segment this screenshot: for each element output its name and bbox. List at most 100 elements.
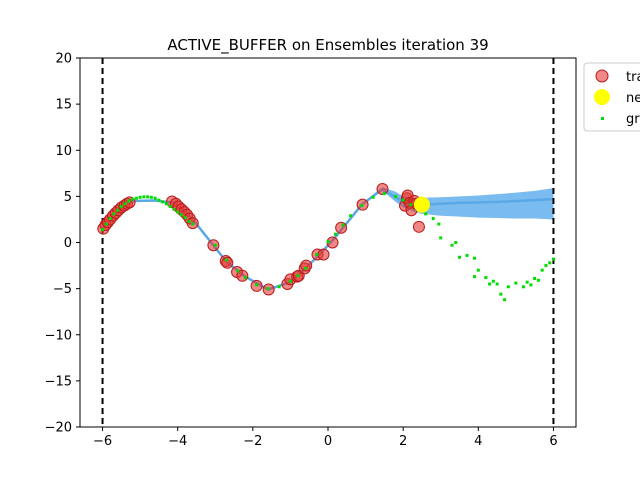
- ground-truth-points: [101, 192, 555, 302]
- x-tick-label: −2: [243, 434, 262, 449]
- y-tick-label: −20: [45, 421, 72, 436]
- legend-train-marker: [595, 69, 609, 83]
- y-tick-label: 10: [55, 144, 72, 159]
- ground-truth-point: [142, 195, 146, 199]
- ground-truth-point: [112, 212, 116, 216]
- ground-truth-point: [149, 195, 153, 199]
- ground-truth-point: [409, 203, 413, 207]
- ground-truth-point: [255, 283, 259, 287]
- ground-truth-point: [168, 205, 172, 209]
- legend-gt-label: gr: [626, 112, 640, 127]
- ground-truth-point: [544, 264, 548, 268]
- boundary-lines: [101, 58, 555, 427]
- ground-truth-point: [277, 285, 281, 289]
- ground-truth-point: [225, 258, 229, 262]
- ground-truth-point: [236, 269, 240, 273]
- new-points: [413, 196, 430, 213]
- ground-truth-point: [187, 219, 191, 223]
- ground-truth-point: [116, 208, 120, 212]
- x-tick-label: −6: [93, 434, 112, 449]
- ground-truth-point: [334, 232, 338, 236]
- x-tick-label: −4: [168, 434, 187, 449]
- y-axis-ticks: −20 −15 −10 −5 0 5 10 15 20: [45, 52, 80, 436]
- ground-truth-point: [382, 192, 386, 196]
- ground-truth-point: [401, 198, 405, 202]
- ground-truth-point: [288, 279, 292, 283]
- ground-truth-point: [533, 276, 537, 280]
- ground-truth-point: [176, 210, 180, 214]
- ground-truth-point: [450, 243, 454, 247]
- ground-truth-point: [437, 222, 441, 226]
- ground-truth-point: [326, 240, 330, 244]
- ground-truth-point: [146, 195, 150, 199]
- ground-truth-point: [127, 199, 131, 203]
- new-point: [413, 196, 430, 213]
- ground-truth-point: [394, 194, 398, 198]
- ground-truth-point: [484, 276, 488, 280]
- uncertainty-band-layer: [102, 187, 554, 291]
- ground-truth-point: [153, 196, 157, 200]
- y-tick-label: 20: [55, 52, 72, 67]
- chart-title: ACTIVE_BUFFER on Ensembles iteration 39: [167, 36, 488, 55]
- ground-truth-point: [514, 281, 518, 285]
- ground-truth-point: [349, 214, 353, 218]
- uncertainty-band: [102, 187, 554, 291]
- legend-train-label: tra: [626, 70, 640, 85]
- ground-truth-point: [315, 252, 319, 256]
- ground-truth-point: [551, 257, 555, 261]
- ground-truth-point: [371, 195, 375, 199]
- ground-truth-point: [134, 196, 138, 200]
- ground-truth-point: [529, 283, 533, 287]
- ground-truth-point: [454, 241, 458, 244]
- ground-truth-point: [473, 256, 477, 260]
- y-tick-label: −5: [53, 282, 72, 297]
- ground-truth-point: [183, 216, 187, 220]
- ground-truth-point: [296, 274, 300, 278]
- ground-truth-point: [521, 285, 525, 289]
- ground-truth-point: [138, 195, 142, 199]
- ground-truth-point: [303, 266, 307, 270]
- ground-truth-point: [506, 285, 510, 289]
- ground-truth-point: [243, 276, 247, 280]
- ground-truth-point: [341, 223, 345, 227]
- x-tick-label: 4: [474, 434, 482, 449]
- y-tick-label: 0: [64, 236, 72, 251]
- ground-truth-point: [179, 213, 183, 217]
- ground-truth-point: [101, 228, 105, 232]
- legend-new-marker: [594, 89, 610, 105]
- train-point: [335, 221, 348, 234]
- train-point: [376, 182, 389, 195]
- ground-truth-point: [172, 207, 176, 211]
- legend: tra ne gr: [583, 62, 640, 132]
- ground-truth-point: [476, 268, 480, 272]
- x-tick-label: 6: [549, 434, 557, 449]
- ground-truth-point: [439, 236, 443, 240]
- ground-truth-point: [465, 253, 469, 257]
- ground-truth-point: [525, 280, 529, 284]
- ground-truth-point: [488, 282, 492, 286]
- ground-truth-point: [161, 200, 165, 204]
- ground-truth-point: [503, 298, 507, 302]
- y-tick-label: −10: [45, 328, 72, 343]
- ground-truth-point: [266, 287, 270, 291]
- plot-area: [97, 58, 555, 427]
- ground-truth-point: [499, 292, 503, 296]
- ground-truth-point: [536, 278, 540, 282]
- ground-truth-point: [540, 268, 544, 272]
- x-tick-label: 2: [399, 434, 407, 449]
- train-point: [207, 239, 220, 252]
- ground-truth-point: [458, 255, 462, 259]
- ground-truth-point: [424, 212, 428, 216]
- ground-truth-point: [191, 222, 195, 226]
- ground-truth-point: [108, 217, 112, 221]
- legend-new-label: ne: [626, 91, 640, 106]
- ground-truth-point: [495, 282, 499, 286]
- legend-gt-marker: [601, 117, 604, 120]
- ground-truth-point: [473, 275, 477, 279]
- train-point: [412, 220, 425, 233]
- train-points: [97, 182, 425, 296]
- y-tick-label: 15: [55, 98, 72, 113]
- ground-truth-point: [104, 222, 108, 226]
- ground-truth-point: [431, 217, 435, 221]
